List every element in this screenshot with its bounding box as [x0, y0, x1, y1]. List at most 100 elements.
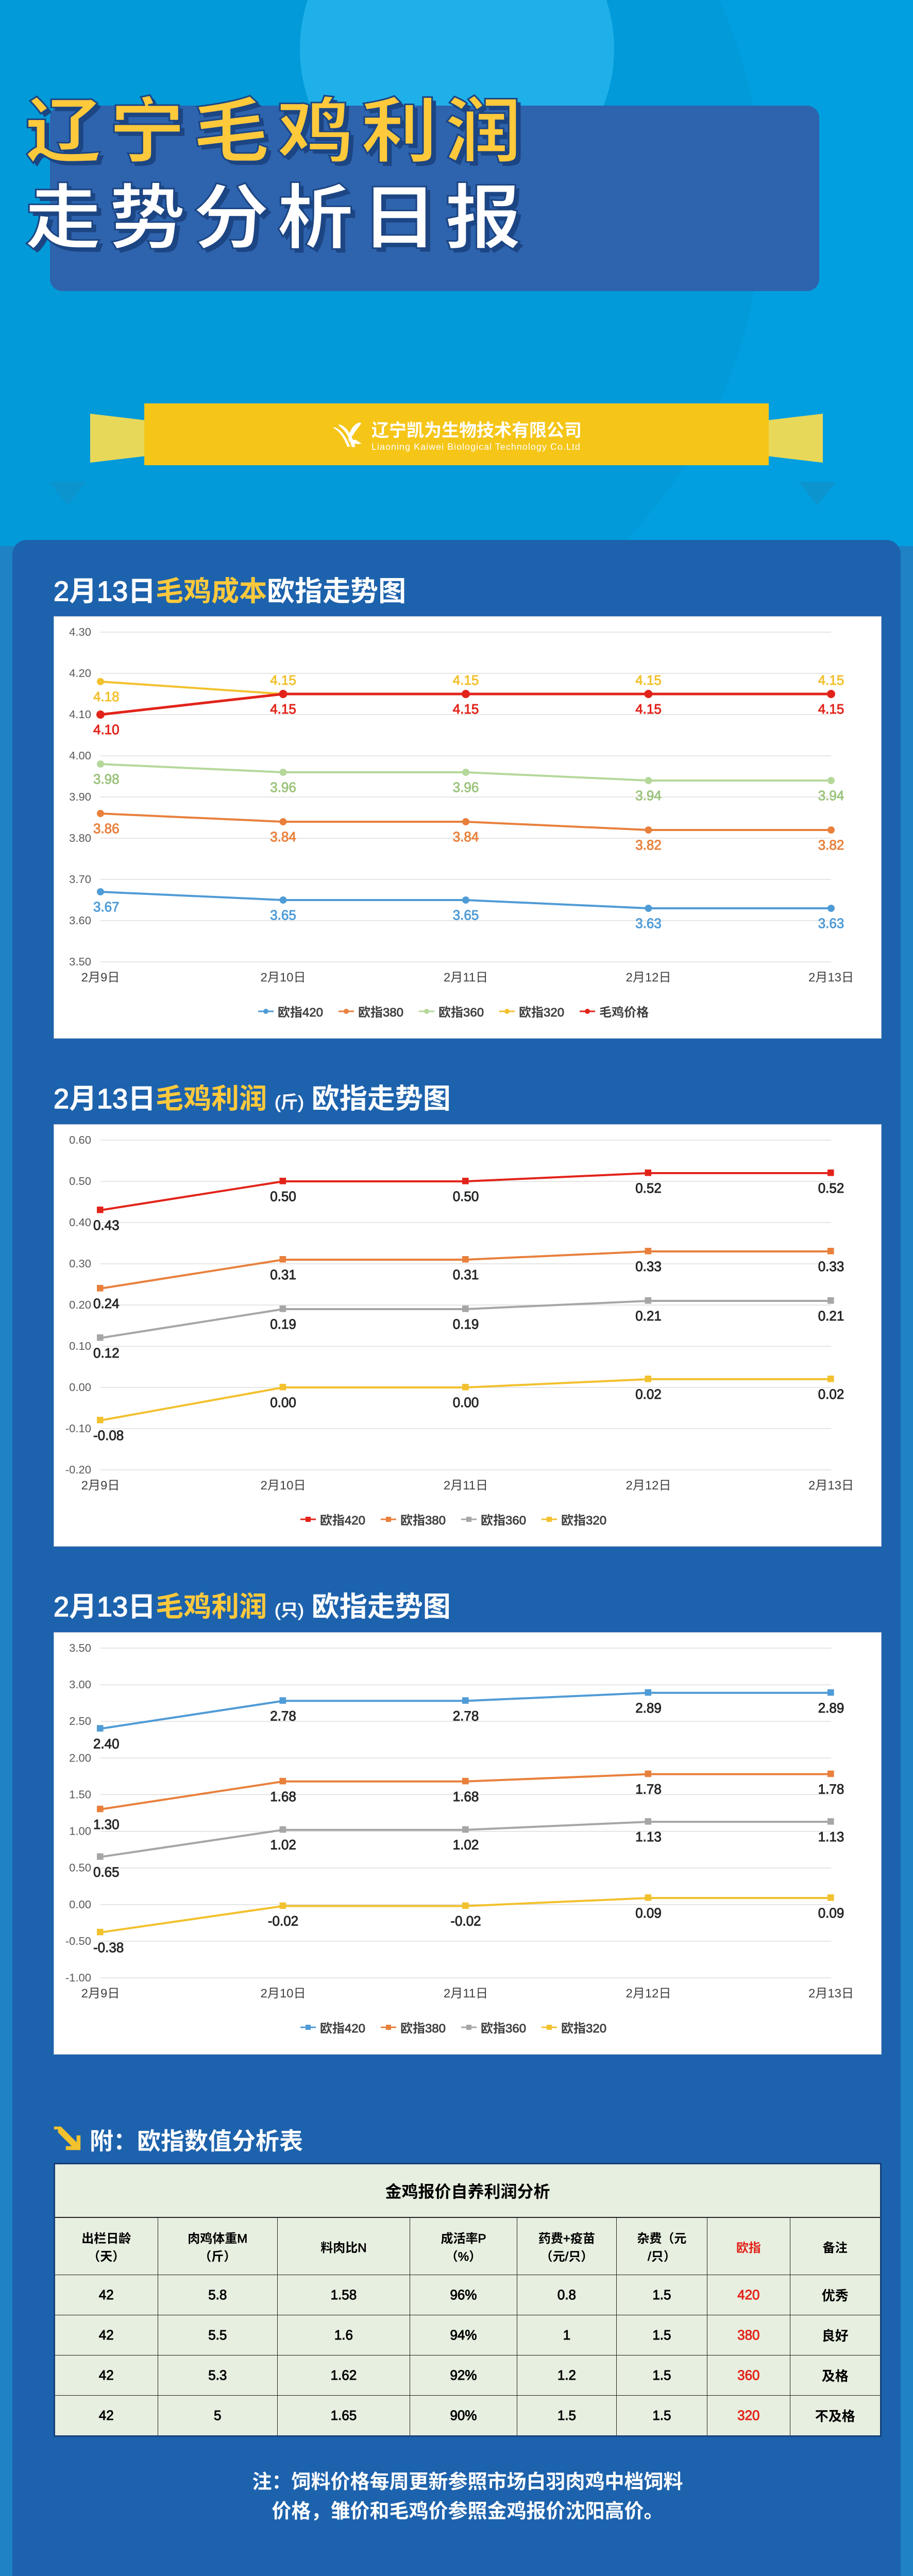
svg-text:2月12日: 2月12日 — [625, 971, 671, 985]
svg-text:0.02: 0.02 — [635, 1386, 662, 1402]
svg-text:2.50: 2.50 — [69, 1715, 91, 1727]
svg-text:3.60: 3.60 — [69, 914, 91, 927]
svg-text:2月11日: 2月11日 — [444, 1479, 488, 1493]
svg-text:4.00: 4.00 — [69, 749, 91, 762]
svg-text:-0.20: -0.20 — [65, 1463, 91, 1476]
svg-text:3.70: 3.70 — [69, 873, 91, 886]
svg-text:0.19: 0.19 — [270, 1316, 296, 1332]
svg-text:2月11日: 2月11日 — [444, 971, 488, 985]
svg-text:0.31: 0.31 — [270, 1267, 296, 1282]
svg-text:3.96: 3.96 — [270, 779, 296, 795]
svg-text:3.82: 3.82 — [818, 837, 844, 853]
svg-text:-1.00: -1.00 — [65, 1971, 91, 1984]
svg-text:3.80: 3.80 — [69, 832, 91, 844]
svg-text:3.63: 3.63 — [635, 916, 662, 931]
svg-text:1.68: 1.68 — [270, 1789, 296, 1804]
svg-text:2月9日: 2月9日 — [81, 1479, 120, 1493]
svg-text:1.13: 1.13 — [818, 1829, 844, 1844]
svg-text:4.30: 4.30 — [69, 625, 91, 638]
svg-text:4.10: 4.10 — [93, 722, 120, 737]
svg-text:4.15: 4.15 — [635, 701, 662, 717]
svg-text:2月10日: 2月10日 — [260, 1987, 306, 2001]
svg-text:2.00: 2.00 — [69, 1751, 91, 1764]
svg-text:3.86: 3.86 — [93, 821, 120, 836]
svg-text:3.63: 3.63 — [818, 916, 844, 931]
svg-text:0.40: 0.40 — [69, 1216, 91, 1229]
svg-text:0.52: 0.52 — [635, 1180, 662, 1196]
svg-text:1.78: 1.78 — [635, 1782, 662, 1797]
svg-text:0.33: 0.33 — [818, 1259, 844, 1274]
svg-text:3.50: 3.50 — [69, 955, 91, 968]
svg-text:3.67: 3.67 — [93, 899, 120, 914]
svg-text:0.50: 0.50 — [69, 1175, 91, 1188]
svg-text:0.20: 0.20 — [69, 1298, 91, 1311]
svg-text:-0.08: -0.08 — [93, 1428, 124, 1443]
svg-text:0.43: 0.43 — [93, 1217, 120, 1233]
svg-text:3.94: 3.94 — [818, 788, 844, 803]
svg-text:2.89: 2.89 — [818, 1700, 844, 1716]
svg-text:3.82: 3.82 — [635, 837, 662, 853]
svg-text:1.78: 1.78 — [818, 1782, 844, 1797]
svg-text:3.94: 3.94 — [635, 788, 662, 803]
svg-text:1.13: 1.13 — [635, 1829, 662, 1844]
svg-text:1.02: 1.02 — [453, 1837, 479, 1853]
svg-text:2月10日: 2月10日 — [260, 971, 306, 985]
svg-text:2月11日: 2月11日 — [444, 1987, 488, 2001]
svg-text:1.02: 1.02 — [270, 1837, 296, 1853]
svg-text:3.65: 3.65 — [270, 907, 296, 923]
svg-text:1.68: 1.68 — [453, 1789, 479, 1804]
svg-text:4.20: 4.20 — [69, 667, 91, 680]
svg-text:0.21: 0.21 — [635, 1308, 662, 1324]
svg-text:3.90: 3.90 — [69, 790, 91, 803]
svg-text:2月12日: 2月12日 — [625, 1479, 671, 1493]
svg-text:0.00: 0.00 — [69, 1898, 91, 1911]
svg-text:4.15: 4.15 — [818, 701, 844, 717]
svg-text:2月9日: 2月9日 — [81, 1987, 120, 2001]
svg-text:0.00: 0.00 — [453, 1395, 479, 1410]
svg-text:-0.02: -0.02 — [450, 1913, 481, 1929]
svg-text:2.40: 2.40 — [93, 1736, 120, 1751]
svg-text:4.15: 4.15 — [270, 672, 296, 688]
svg-text:3.00: 3.00 — [69, 1678, 91, 1691]
svg-text:3.84: 3.84 — [453, 829, 479, 844]
svg-text:0.65: 0.65 — [93, 1864, 120, 1879]
svg-text:0.30: 0.30 — [69, 1257, 91, 1270]
svg-text:0.12: 0.12 — [93, 1345, 120, 1361]
svg-text:3.50: 3.50 — [69, 1641, 91, 1654]
svg-text:3.98: 3.98 — [93, 771, 120, 787]
svg-text:2.78: 2.78 — [453, 1708, 479, 1723]
svg-text:0.50: 0.50 — [453, 1189, 479, 1204]
svg-text:0.09: 0.09 — [818, 1905, 844, 1921]
svg-text:3.65: 3.65 — [453, 907, 479, 923]
svg-text:2月9日: 2月9日 — [81, 971, 120, 985]
svg-text:2.89: 2.89 — [635, 1700, 662, 1716]
svg-text:3.84: 3.84 — [270, 829, 296, 844]
svg-text:4.18: 4.18 — [93, 689, 120, 704]
svg-text:4.15: 4.15 — [635, 672, 662, 688]
svg-text:0.00: 0.00 — [270, 1395, 296, 1410]
svg-text:2月13日: 2月13日 — [808, 1479, 852, 1493]
svg-text:-0.50: -0.50 — [65, 1935, 91, 1947]
svg-text:0.00: 0.00 — [69, 1381, 91, 1394]
svg-text:0.24: 0.24 — [93, 1296, 120, 1311]
svg-text:0.19: 0.19 — [453, 1316, 479, 1332]
svg-text:2月13日: 2月13日 — [808, 971, 852, 985]
svg-text:0.50: 0.50 — [69, 1861, 91, 1874]
svg-text:4.15: 4.15 — [453, 701, 479, 717]
svg-text:4.15: 4.15 — [453, 672, 479, 688]
svg-text:-0.10: -0.10 — [65, 1422, 91, 1435]
svg-text:0.09: 0.09 — [635, 1905, 662, 1921]
svg-text:2.78: 2.78 — [270, 1708, 296, 1723]
svg-text:2月12日: 2月12日 — [625, 1987, 671, 2001]
svg-text:0.10: 0.10 — [69, 1340, 91, 1352]
svg-text:1.50: 1.50 — [69, 1788, 91, 1801]
svg-text:-0.02: -0.02 — [268, 1913, 298, 1929]
svg-text:4.15: 4.15 — [270, 701, 296, 717]
svg-text:0.31: 0.31 — [453, 1267, 479, 1282]
svg-text:2月10日: 2月10日 — [260, 1479, 306, 1493]
svg-text:3.96: 3.96 — [453, 779, 479, 795]
svg-text:-0.38: -0.38 — [93, 1940, 124, 1955]
svg-text:0.52: 0.52 — [818, 1180, 844, 1196]
svg-text:0.50: 0.50 — [270, 1189, 296, 1204]
svg-text:0.33: 0.33 — [635, 1259, 662, 1274]
